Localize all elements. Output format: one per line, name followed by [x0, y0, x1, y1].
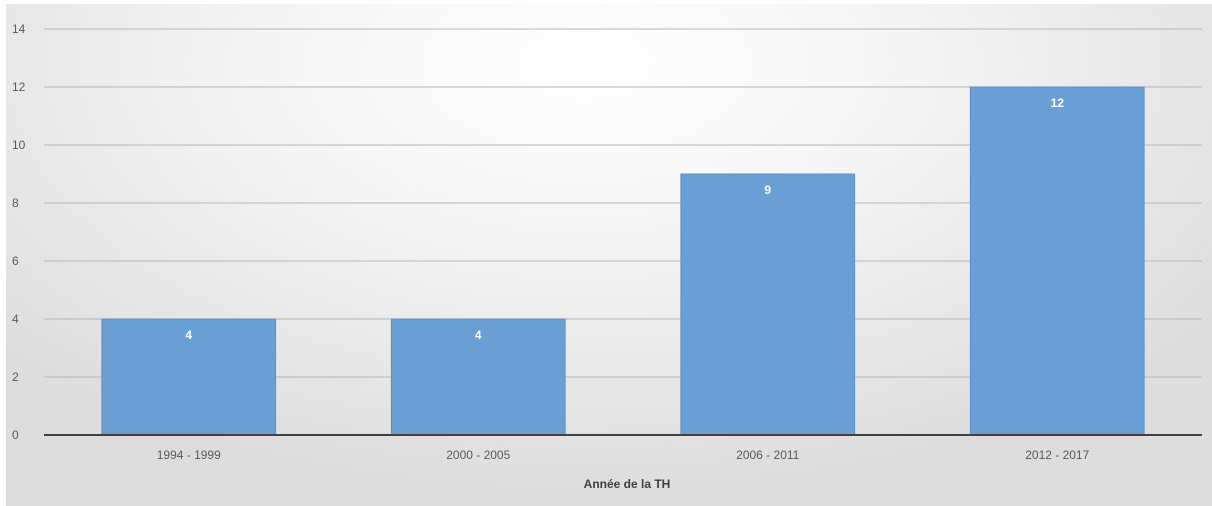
x-tick-label-3: 2006 - 2011 [736, 448, 799, 462]
bar-value-label-3: 9 [764, 183, 771, 197]
y-tick-label-6: 6 [12, 254, 19, 268]
bar-value-label-2: 4 [475, 328, 482, 342]
x-tick-label-4: 2012 - 2017 [1025, 448, 1089, 462]
y-tick-label-4: 4 [12, 312, 19, 326]
y-tick-label-10: 10 [12, 138, 26, 152]
x-tick-label-1: 1994 - 1999 [157, 448, 221, 462]
y-tick-label-2: 2 [12, 370, 19, 384]
y-tick-label-8: 8 [12, 196, 19, 210]
bars [101, 86, 1145, 436]
bar-value-label-4: 12 [1051, 96, 1065, 110]
y-tick-label-14: 14 [12, 22, 26, 36]
chart-area: 0 2 4 6 8 10 12 14 4 1994 - 1999 4 2000 - 2005 9 2006… [6, 4, 1212, 506]
bar-4 [969, 86, 1145, 436]
x-tick-label-2: 2000 - 2005 [446, 448, 510, 462]
labels: 0 2 4 6 8 10 12 14 4 1994 - 1999 4 2000 - 2005 9 2006… [12, 22, 1090, 462]
bar-value-label-1: 4 [185, 328, 192, 342]
bar-2 [390, 318, 566, 436]
y-tick-label-12: 12 [12, 80, 26, 94]
y-tick-label-0: 0 [12, 428, 19, 442]
bar-3 [680, 173, 856, 436]
bar-chart: 0 2 4 6 8 10 12 14 4 1994 - 1999 4 2000 - 2005 9 2006… [12, 22, 1202, 491]
x-axis-title: Année de la TH [584, 477, 671, 491]
